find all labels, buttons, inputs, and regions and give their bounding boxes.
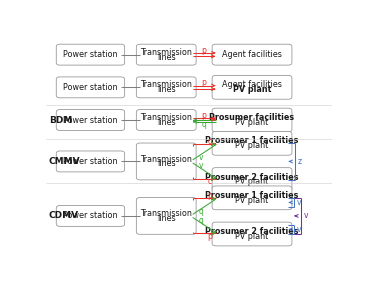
FancyBboxPatch shape [137,77,196,98]
Text: v: v [297,225,301,234]
Text: q: q [202,120,207,129]
Text: z: z [298,157,302,166]
Text: BDM: BDM [49,115,72,125]
Text: q: q [198,207,203,216]
FancyBboxPatch shape [137,143,196,180]
Text: Transmission: Transmission [140,209,192,218]
FancyBboxPatch shape [56,205,125,226]
FancyBboxPatch shape [56,110,125,130]
FancyBboxPatch shape [137,44,196,65]
Text: Transmission: Transmission [140,113,192,122]
Text: Prosumer 1 facilities: Prosumer 1 facilities [205,191,299,200]
Text: q: q [198,216,203,224]
Text: p: p [202,46,207,55]
Text: PV plant: PV plant [235,177,269,186]
FancyBboxPatch shape [137,198,196,234]
FancyBboxPatch shape [137,110,196,130]
Text: lines: lines [157,85,176,94]
Text: lines: lines [157,118,176,127]
Text: c: c [208,137,212,146]
FancyBboxPatch shape [212,44,292,65]
Text: CDMV: CDMV [49,211,79,220]
FancyBboxPatch shape [212,222,292,246]
Text: c: c [208,177,212,186]
FancyBboxPatch shape [56,77,125,98]
FancyBboxPatch shape [212,132,292,155]
Text: Prosumer facilities: Prosumer facilities [210,113,294,122]
Text: PV plant: PV plant [235,141,269,150]
Text: Prosumer 2 facilities: Prosumer 2 facilities [205,227,299,236]
FancyBboxPatch shape [212,76,292,99]
FancyBboxPatch shape [212,168,292,191]
Text: v: v [297,198,301,207]
Text: PV plant: PV plant [233,85,271,94]
Text: p: p [202,78,207,87]
Text: Power station: Power station [63,157,118,166]
FancyBboxPatch shape [56,151,125,172]
Text: Agent facilities: Agent facilities [222,50,282,59]
Text: CMMV: CMMV [49,157,80,166]
FancyBboxPatch shape [56,44,125,65]
Text: p: p [202,111,207,120]
FancyBboxPatch shape [212,108,292,132]
Text: PV plant: PV plant [235,118,269,127]
Text: Power station: Power station [63,83,118,92]
Text: Transmission: Transmission [140,155,192,164]
Text: Power station: Power station [63,211,118,220]
FancyBboxPatch shape [212,186,292,210]
Text: Prosumer 1 facilities: Prosumer 1 facilities [205,136,299,145]
Text: Power station: Power station [63,50,118,59]
Text: PV plant: PV plant [235,196,269,205]
Text: p: p [207,231,212,241]
Text: Prosumer 2 facilities: Prosumer 2 facilities [205,173,299,182]
Text: lines: lines [157,159,176,168]
Text: lines: lines [157,214,176,223]
Text: Transmission: Transmission [140,80,192,89]
Text: Agent facilities: Agent facilities [222,80,282,89]
Text: p: p [207,191,212,200]
Text: v: v [304,211,309,220]
Text: PV plant: PV plant [235,232,269,241]
Text: Transmission: Transmission [140,48,192,57]
Text: Power station: Power station [63,115,118,125]
Text: lines: lines [157,53,176,62]
Text: v: v [199,161,203,170]
Text: v: v [199,153,203,162]
